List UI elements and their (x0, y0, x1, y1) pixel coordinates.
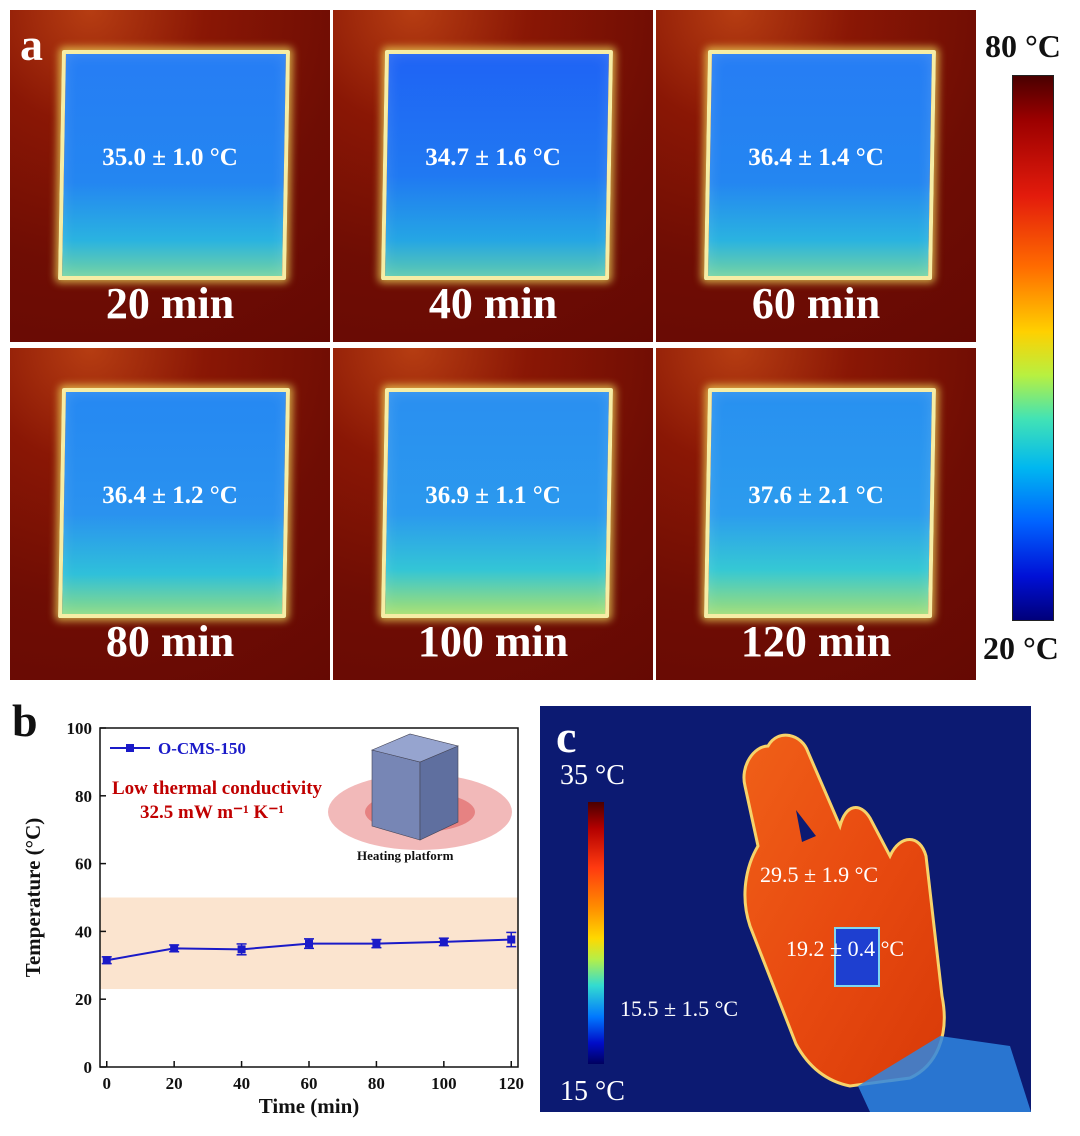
panel-c-hand-thermal: c 35 °C 15 °C 29.5 ± 1.9 °C 19.2 ± 0.4 °… (540, 706, 1031, 1112)
data-point (439, 937, 448, 946)
x-tick-label: 120 (499, 1074, 525, 1093)
tile-temperature: 37.6 ± 2.1 °C (748, 482, 884, 509)
x-tick-label: 100 (431, 1074, 457, 1093)
thermal-tile-80min: 36.4 ± 1.2 °C 80 min (10, 348, 330, 680)
x-tick-label: 20 (166, 1074, 183, 1093)
x-tick-label: 80 (368, 1074, 385, 1093)
sample-temperature: 19.2 ± 0.4 °C (786, 936, 905, 961)
annotation-value: 32.5 mW m⁻¹ K⁻¹ (140, 802, 284, 823)
y-tick-label: 0 (84, 1058, 93, 1077)
tile-temperature: 35.0 ± 1.0 °C (102, 144, 238, 171)
legend-label: O-CMS-150 (158, 739, 246, 758)
panel-letter-a: a (20, 19, 43, 70)
thermal-tile-100min: 36.9 ± 1.1 °C 100 min (333, 348, 653, 680)
sample-on-hand (834, 927, 880, 987)
y-tick-label: 40 (75, 922, 92, 941)
data-point (305, 939, 313, 948)
plot-frame (99, 727, 519, 1068)
colorbar-min-label: 20 °C (983, 630, 1059, 666)
x-axis-label: Time (min) (259, 1094, 360, 1118)
hand-thermal-image (742, 733, 1031, 1112)
y-tick-label: 60 (75, 855, 92, 874)
panel-letter-b: b (12, 695, 38, 746)
x-tick-label: 60 (301, 1074, 318, 1093)
legend-marker (126, 744, 134, 752)
thermal-tile-120min: 37.6 ± 2.1 °C 120 min (656, 348, 976, 680)
tile-time: 60 min (751, 279, 881, 328)
hand-temperature: 29.5 ± 1.9 °C (760, 862, 879, 887)
data-point (102, 956, 111, 965)
data-point (372, 939, 381, 948)
tile-time: 20 min (105, 279, 235, 328)
sleeve (858, 1036, 1031, 1112)
tile-time: 40 min (428, 279, 558, 328)
cube-top (371, 733, 459, 763)
tile-time: 100 min (417, 617, 569, 666)
y-tick-label: 100 (67, 719, 93, 738)
temperature-colorbar (1012, 75, 1054, 621)
x-tick-label: 0 (102, 1074, 111, 1093)
panel-letter-c: c (556, 711, 577, 762)
background-temperature: 15.5 ± 1.5 °C (620, 996, 739, 1021)
tile-temperature: 36.4 ± 1.4 °C (748, 144, 884, 171)
data-point (237, 945, 246, 954)
colorbar-max-label: 80 °C (985, 28, 1061, 64)
tile-temperature: 36.9 ± 1.1 °C (425, 482, 561, 509)
colorbar-max-label: 35 °C (560, 760, 625, 791)
y-tick-label: 20 (75, 990, 92, 1009)
annotation-title: Low thermal conductivity (112, 778, 323, 799)
y-tick-label: 80 (75, 787, 92, 806)
tile-temperature: 36.4 ± 1.2 °C (102, 482, 238, 509)
temperature-chart: b 0 20 40 60 80 100 0 20 40 60 80 100 120 Temperatur… (12, 695, 525, 1118)
thermal-tile-20min: 35.0 ± 1.0 °C 20 min (10, 10, 330, 342)
inset-label: Heating platform (357, 848, 454, 863)
y-axis-label: Temperature (°C) (21, 818, 45, 977)
heating-platform-inset: Heating platform (328, 733, 512, 863)
colorbar-min-label: 15 °C (560, 1076, 625, 1107)
thermal-tile-40min: 34.7 ± 1.6 °C 40 min (333, 10, 653, 342)
cube-front (371, 749, 421, 841)
tile-time: 80 min (105, 617, 235, 666)
data-point (507, 935, 516, 944)
tile-time: 120 min (740, 617, 892, 666)
x-tick-label: 40 (233, 1074, 250, 1093)
hand-shape (742, 733, 946, 1088)
thermal-tile-60min: 36.4 ± 1.4 °C 60 min (656, 10, 976, 342)
tile-temperature: 34.7 ± 1.6 °C (425, 144, 561, 171)
data-point (170, 944, 179, 953)
hand-colorbar (588, 802, 604, 1064)
